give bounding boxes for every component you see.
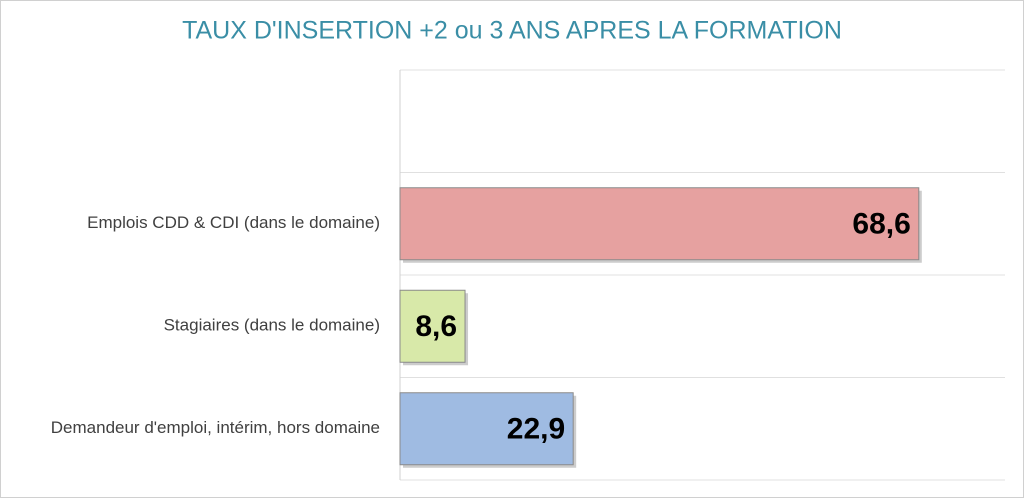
bar bbox=[399, 392, 574, 466]
category-label: Emplois CDD & CDI (dans le domaine) bbox=[87, 213, 380, 232]
category-label: Stagiaires (dans le domaine) bbox=[164, 316, 380, 335]
bar bbox=[399, 289, 466, 363]
bar bbox=[399, 187, 920, 261]
chart-title: TAUX D'INSERTION +2 ou 3 ANS APRES LA FO… bbox=[182, 17, 842, 45]
category-label: Demandeur d'emploi, intérim, hors domain… bbox=[51, 418, 380, 437]
value-label: 8,6 bbox=[415, 310, 457, 343]
value-label: 68,6 bbox=[852, 208, 910, 241]
value-label: 22,9 bbox=[507, 413, 565, 446]
